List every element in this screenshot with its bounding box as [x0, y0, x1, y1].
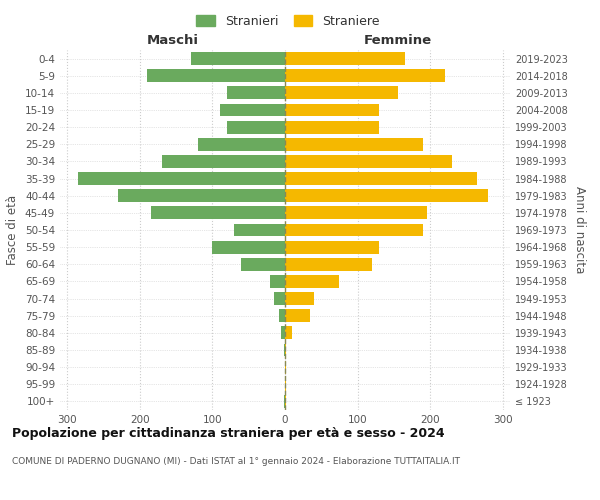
Bar: [285, 326, 292, 340]
Bar: [271, 275, 285, 288]
Bar: [285, 240, 379, 254]
Bar: [234, 224, 285, 236]
Bar: [285, 104, 379, 117]
Bar: [285, 258, 372, 270]
Bar: [227, 86, 285, 100]
Bar: [285, 86, 398, 100]
Text: COMUNE DI PADERNO DUGNANO (MI) - Dati ISTAT al 1° gennaio 2024 - Elaborazione TU: COMUNE DI PADERNO DUGNANO (MI) - Dati IS…: [12, 458, 460, 466]
Bar: [285, 206, 427, 220]
Bar: [281, 326, 285, 340]
Bar: [241, 258, 285, 270]
Bar: [285, 275, 340, 288]
Bar: [274, 292, 285, 305]
Bar: [285, 70, 445, 82]
Bar: [161, 155, 285, 168]
Bar: [279, 310, 285, 322]
Bar: [147, 70, 285, 82]
Bar: [284, 395, 285, 408]
Bar: [212, 240, 285, 254]
Bar: [227, 120, 285, 134]
Bar: [285, 190, 488, 202]
Bar: [118, 190, 285, 202]
Text: Maschi: Maschi: [146, 34, 199, 46]
Bar: [285, 378, 286, 390]
Bar: [285, 344, 286, 356]
Bar: [285, 360, 286, 374]
Bar: [78, 172, 285, 185]
Bar: [285, 138, 423, 150]
Y-axis label: Fasce di età: Fasce di età: [7, 195, 19, 265]
Text: Femmine: Femmine: [364, 34, 431, 46]
Bar: [151, 206, 285, 220]
Bar: [285, 224, 423, 236]
Legend: Stranieri, Straniere: Stranieri, Straniere: [193, 11, 383, 32]
Y-axis label: Anni di nascita: Anni di nascita: [573, 186, 586, 274]
Text: Popolazione per cittadinanza straniera per età e sesso - 2024: Popolazione per cittadinanza straniera p…: [12, 428, 445, 440]
Bar: [285, 292, 314, 305]
Bar: [285, 52, 405, 65]
Bar: [285, 120, 379, 134]
Bar: [198, 138, 285, 150]
Bar: [285, 310, 310, 322]
Bar: [285, 395, 286, 408]
Bar: [285, 155, 452, 168]
Bar: [220, 104, 285, 117]
Bar: [284, 344, 285, 356]
Bar: [285, 172, 478, 185]
Bar: [191, 52, 285, 65]
